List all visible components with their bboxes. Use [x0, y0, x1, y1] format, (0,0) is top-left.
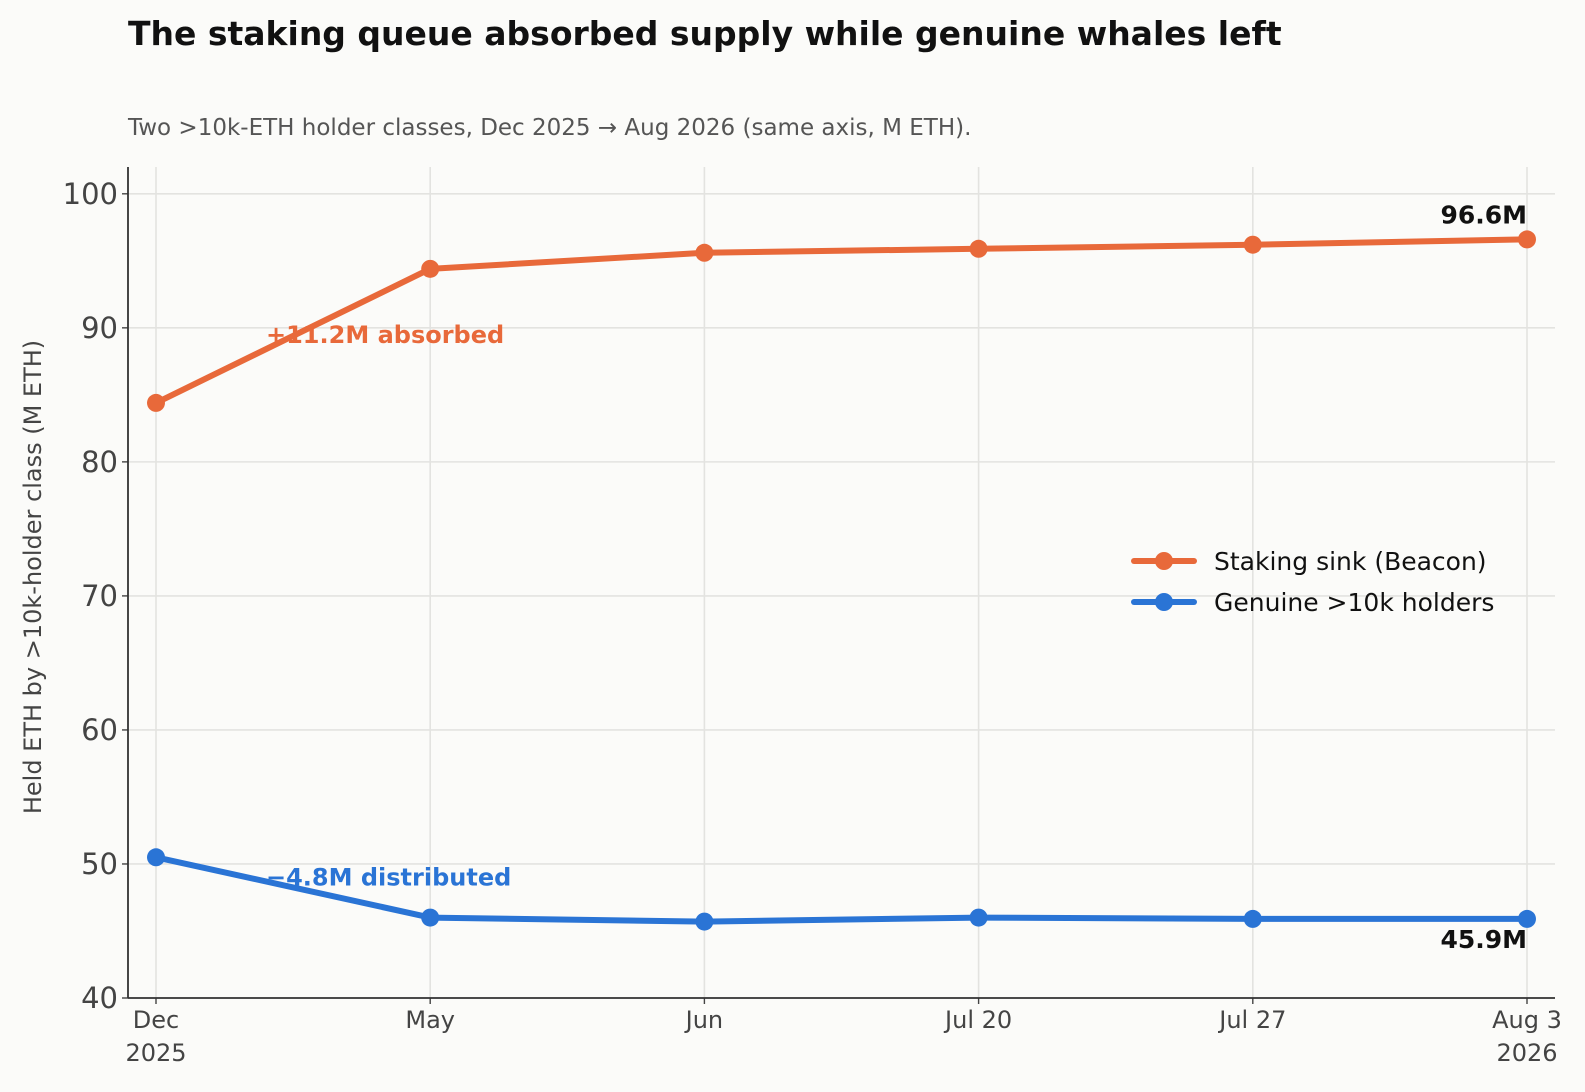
y-axis-label: Held ETH by >10k-holder class (M ETH): [19, 340, 47, 814]
x-tick-label: 2025: [125, 1039, 186, 1067]
x-tick-label: Jun: [684, 1006, 724, 1034]
legend-label: Staking sink (Beacon): [1214, 547, 1487, 576]
y-tick-label: 50: [81, 847, 118, 881]
data-point: [421, 908, 440, 927]
y-tick-label: 80: [81, 445, 118, 479]
series-layer: [147, 230, 1536, 931]
chart-subtitle: Two >10k-ETH holder classes, Dec 2025 → …: [127, 115, 971, 141]
x-tick-label: 2026: [1496, 1039, 1557, 1067]
end-value-label: 45.9M: [1440, 925, 1527, 954]
legend-marker: [1155, 552, 1173, 570]
chart-title: The staking queue absorbed supply while …: [128, 14, 1282, 53]
legend-marker: [1155, 593, 1173, 611]
x-tick-labels: Dec 2025 May Jun Jul 20 Jul 27 Aug 3 2026: [125, 1006, 1561, 1067]
x-tick-label: May: [405, 1006, 455, 1034]
grid-lines: [128, 167, 1555, 999]
x-tick-label: Jul 27: [1217, 1006, 1286, 1034]
y-tick-label: 70: [81, 579, 118, 613]
data-point: [421, 259, 440, 278]
data-point: [969, 239, 988, 258]
axes: [122, 167, 1555, 1004]
annotation-layer: 96.6M +11.2M absorbed 45.9M −4.8M distribut…: [266, 200, 1527, 954]
series-line: [153, 854, 1530, 925]
data-point: [1243, 909, 1262, 928]
data-point: [695, 243, 714, 262]
change-annotation: +11.2M absorbed: [266, 321, 504, 349]
data-point: [1518, 230, 1536, 249]
y-tick-label: 60: [81, 713, 118, 747]
y-tick-label: 40: [81, 981, 118, 1015]
data-point: [1518, 909, 1536, 928]
data-point: [695, 912, 714, 931]
data-point: [1243, 235, 1262, 254]
data-point: [969, 908, 988, 927]
y-tick-label: 100: [63, 177, 118, 211]
legend-label: Genuine >10k holders: [1214, 588, 1494, 617]
legend: Staking sink (Beacon) Genuine >10k holder…: [1131, 547, 1494, 617]
change-annotation: −4.8M distributed: [266, 863, 511, 891]
x-tick-label: Dec: [133, 1006, 179, 1034]
y-tick-labels: 40 50 60 70 80 90 100: [63, 177, 118, 1015]
data-point: [147, 848, 165, 867]
x-tick-label: Jul 20: [943, 1006, 1012, 1034]
data-point: [147, 393, 165, 412]
end-value-label: 96.6M: [1440, 200, 1527, 229]
x-tick-label: Aug 3: [1492, 1006, 1562, 1034]
series-line: [153, 236, 1530, 406]
y-tick-label: 90: [81, 311, 118, 345]
